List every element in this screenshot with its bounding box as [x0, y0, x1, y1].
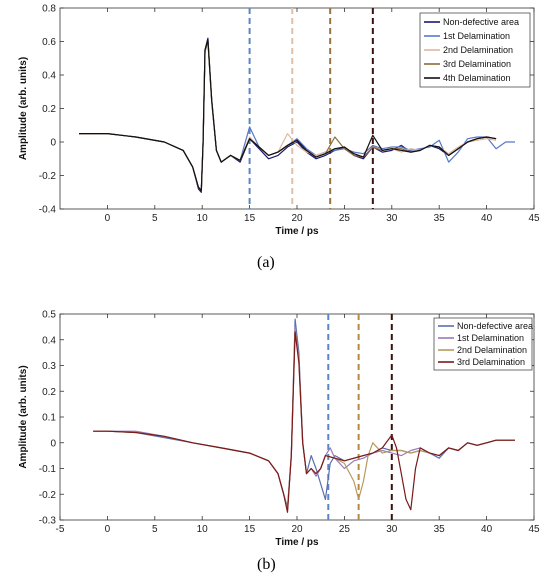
chart1-x-tick-label: 5 — [152, 213, 158, 224]
chart2-x-tick-label: 30 — [386, 524, 398, 535]
chart2-y-tick-label: -0.2 — [39, 490, 57, 501]
chart1-legend-label: 2nd Delamination — [443, 45, 513, 55]
chart2-x-tick-label: -5 — [56, 524, 65, 535]
chart1-legend-label: 1st Delamination — [443, 31, 510, 41]
chart1-x-tick-label: 40 — [481, 213, 493, 224]
chart2-y-tick-label: 0.2 — [42, 387, 56, 398]
chart2-series-line — [93, 331, 515, 513]
chart1-y-tick-label: -0.2 — [39, 171, 57, 182]
chart2-y-tick-label: 0 — [50, 438, 56, 449]
chart2-y-tick-label: 0.1 — [42, 413, 56, 424]
chart2-x-tick-label: 25 — [339, 524, 351, 535]
chart2-x-tick-label: 0 — [105, 524, 111, 535]
chart1-x-tick-label: 30 — [386, 213, 398, 224]
chart2-y-tick-label: 0.4 — [42, 335, 56, 346]
chart2-legend-label: 2nd Delamination — [457, 345, 527, 355]
chart1-y-tick-label: 0.6 — [42, 37, 56, 48]
panel-b-text: (b) — [257, 556, 276, 573]
chart1-y-tick-label: 0.2 — [42, 104, 56, 115]
chart2-x-tick-label: 5 — [152, 524, 158, 535]
chart1-y-tick-label: -0.4 — [39, 205, 57, 216]
chart2-y-tick-label: -0.3 — [39, 516, 57, 527]
chart2-y-axis-label: Amplitude (arb. units) — [18, 365, 29, 468]
chart1-legend-label: 3rd Delamination — [443, 59, 511, 69]
chart2-x-tick-label: 40 — [481, 524, 493, 535]
chart1-y-tick-label: 0.8 — [42, 4, 56, 15]
chart1-legend-label: Non-defective area — [443, 17, 519, 27]
chart1-x-tick-label: 35 — [434, 213, 446, 224]
panel-a-text: (a) — [257, 254, 275, 271]
chart2-y-tick-label: 0.3 — [42, 361, 56, 372]
chart1-x-tick-label: 45 — [528, 213, 540, 224]
chart1-x-tick-label: 25 — [339, 213, 351, 224]
chart1-x-tick-label: 20 — [291, 213, 303, 224]
panel-label-a: (a) — [257, 254, 275, 272]
chart2-x-tick-label: 10 — [197, 524, 209, 535]
chart2-y-tick-label: -0.1 — [39, 464, 57, 475]
chart2-x-tick-label: 35 — [434, 524, 446, 535]
chart2-legend-label: 1st Delamination — [457, 333, 524, 343]
chart1-x-tick-label: 0 — [105, 213, 111, 224]
chart1-y-tick-label: 0.4 — [42, 71, 56, 82]
chart2-y-tick-label: 0.5 — [42, 310, 56, 321]
chart2-x-tick-label: 45 — [528, 524, 540, 535]
chart2-legend-label: 3rd Delamination — [457, 357, 525, 367]
chart2-legend-label: Non-defective area — [457, 321, 533, 331]
chart1-x-tick-label: 10 — [197, 213, 209, 224]
chart1-legend-label: 4th Delamination — [443, 73, 511, 83]
chart2-x-tick-label: 20 — [291, 524, 303, 535]
panel-label-b: (b) — [257, 556, 276, 574]
chart2-x-axis-label: Time / ps — [275, 537, 319, 548]
chart1-series-line — [79, 39, 497, 192]
chart2-x-tick-label: 15 — [244, 524, 256, 535]
chart1-y-axis-label: Amplitude (arb. units) — [18, 57, 29, 160]
chart1-x-tick-label: 15 — [244, 213, 256, 224]
chart1-x-axis-label: Time / ps — [275, 226, 319, 237]
chart1-y-tick-label: 0 — [50, 138, 56, 149]
